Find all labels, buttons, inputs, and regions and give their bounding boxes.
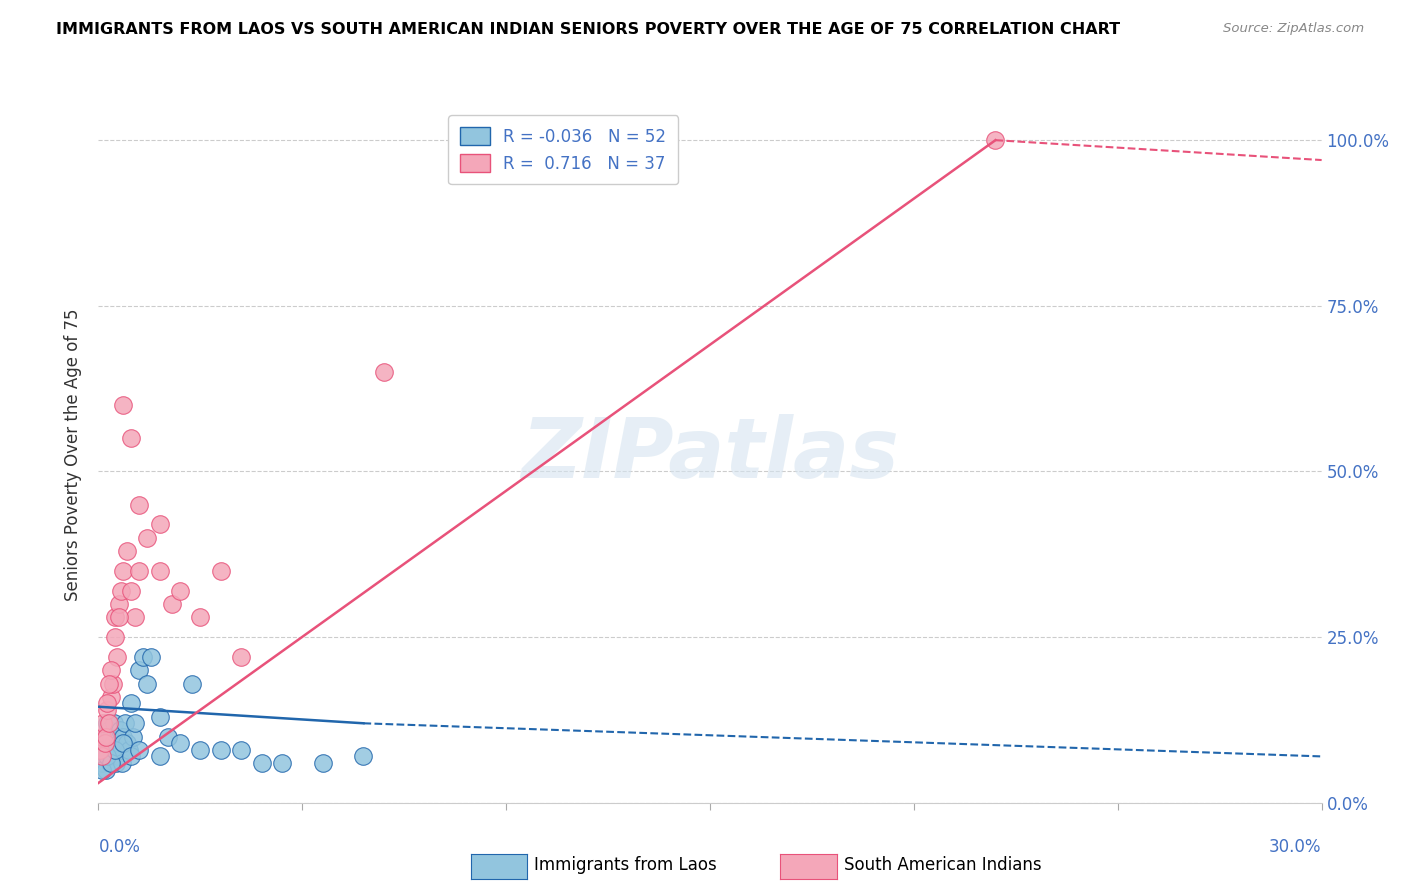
Point (104, 610, 127, 624)
Point (108, 723, 131, 737)
Point (115, 736, 138, 750)
Point (91, 749, 114, 764)
Point (231, 650, 253, 665)
Text: Immigrants from Laos: Immigrants from Laos (534, 856, 717, 874)
Point (100, 749, 122, 764)
Point (100, 756, 122, 770)
Point (181, 676, 204, 690)
Point (128, 663, 150, 677)
Point (91, 716, 114, 731)
Point (100, 690, 122, 704)
Point (97, 723, 120, 737)
Point (107, 749, 129, 764)
Legend: R = -0.036   N = 52, R =  0.716   N = 37: R = -0.036 N = 52, R = 0.716 N = 37 (449, 115, 678, 185)
Point (169, 736, 191, 750)
Point (91, 763, 114, 777)
Point (149, 564, 172, 578)
Point (108, 736, 131, 750)
Point (136, 531, 159, 545)
Point (98, 756, 121, 770)
Point (94, 763, 117, 777)
Point (124, 610, 146, 624)
Text: Source: ZipAtlas.com: Source: ZipAtlas.com (1223, 22, 1364, 36)
Point (97, 716, 120, 731)
Point (209, 743, 232, 757)
Point (352, 749, 374, 764)
Point (111, 398, 134, 412)
Point (96, 703, 118, 717)
Point (120, 697, 142, 711)
Text: IMMIGRANTS FROM LAOS VS SOUTH AMERICAN INDIAN SENIORS POVERTY OVER THE AGE OF 75: IMMIGRANTS FROM LAOS VS SOUTH AMERICAN I… (56, 22, 1121, 37)
Point (96, 697, 118, 711)
Point (89, 743, 111, 757)
Point (128, 743, 150, 757)
Point (120, 431, 142, 445)
Point (100, 730, 122, 744)
Point (101, 676, 124, 690)
Point (132, 650, 155, 665)
Point (312, 756, 335, 770)
Point (160, 597, 183, 611)
Point (100, 663, 122, 677)
Point (105, 650, 128, 665)
Point (110, 743, 132, 757)
Point (111, 564, 134, 578)
Point (149, 709, 172, 723)
Point (96, 743, 118, 757)
Point (108, 610, 131, 624)
Point (118, 743, 141, 757)
Point (90, 730, 112, 744)
Point (93, 736, 115, 750)
Point (141, 650, 163, 665)
Point (169, 583, 191, 598)
Point (373, 365, 395, 379)
Point (149, 517, 172, 532)
Point (270, 756, 294, 770)
Point (110, 583, 132, 598)
Point (105, 730, 128, 744)
Point (104, 630, 127, 644)
Point (114, 716, 136, 731)
Text: 0.0%: 0.0% (98, 838, 141, 856)
Point (122, 730, 145, 744)
Point (103, 716, 125, 731)
Point (111, 730, 134, 744)
Point (101, 736, 124, 750)
Point (250, 756, 273, 770)
Point (104, 743, 127, 757)
Point (231, 743, 253, 757)
Point (128, 498, 150, 512)
Point (91, 749, 114, 764)
Point (149, 749, 172, 764)
Point (89, 743, 111, 757)
Point (104, 756, 127, 770)
Point (104, 743, 127, 757)
Point (984, 133, 1007, 147)
Y-axis label: Seniors Poverty Over the Age of 75: Seniors Poverty Over the Age of 75 (65, 309, 83, 601)
Point (136, 676, 159, 690)
Point (115, 544, 138, 558)
Point (90, 756, 112, 770)
Point (111, 756, 134, 770)
Point (188, 610, 212, 624)
Text: 30.0%: 30.0% (1270, 838, 1322, 856)
Point (94, 730, 117, 744)
Point (111, 736, 134, 750)
Point (108, 597, 131, 611)
Point (128, 564, 150, 578)
Text: South American Indians: South American Indians (844, 856, 1042, 874)
Point (124, 716, 146, 731)
Point (120, 749, 142, 764)
Point (96, 716, 118, 731)
Point (156, 730, 179, 744)
Point (93, 736, 115, 750)
Point (188, 743, 212, 757)
Point (96, 749, 118, 764)
Point (120, 583, 142, 598)
Point (209, 564, 232, 578)
Text: ZIPatlas: ZIPatlas (522, 415, 898, 495)
Point (97, 676, 120, 690)
Point (91, 730, 114, 744)
